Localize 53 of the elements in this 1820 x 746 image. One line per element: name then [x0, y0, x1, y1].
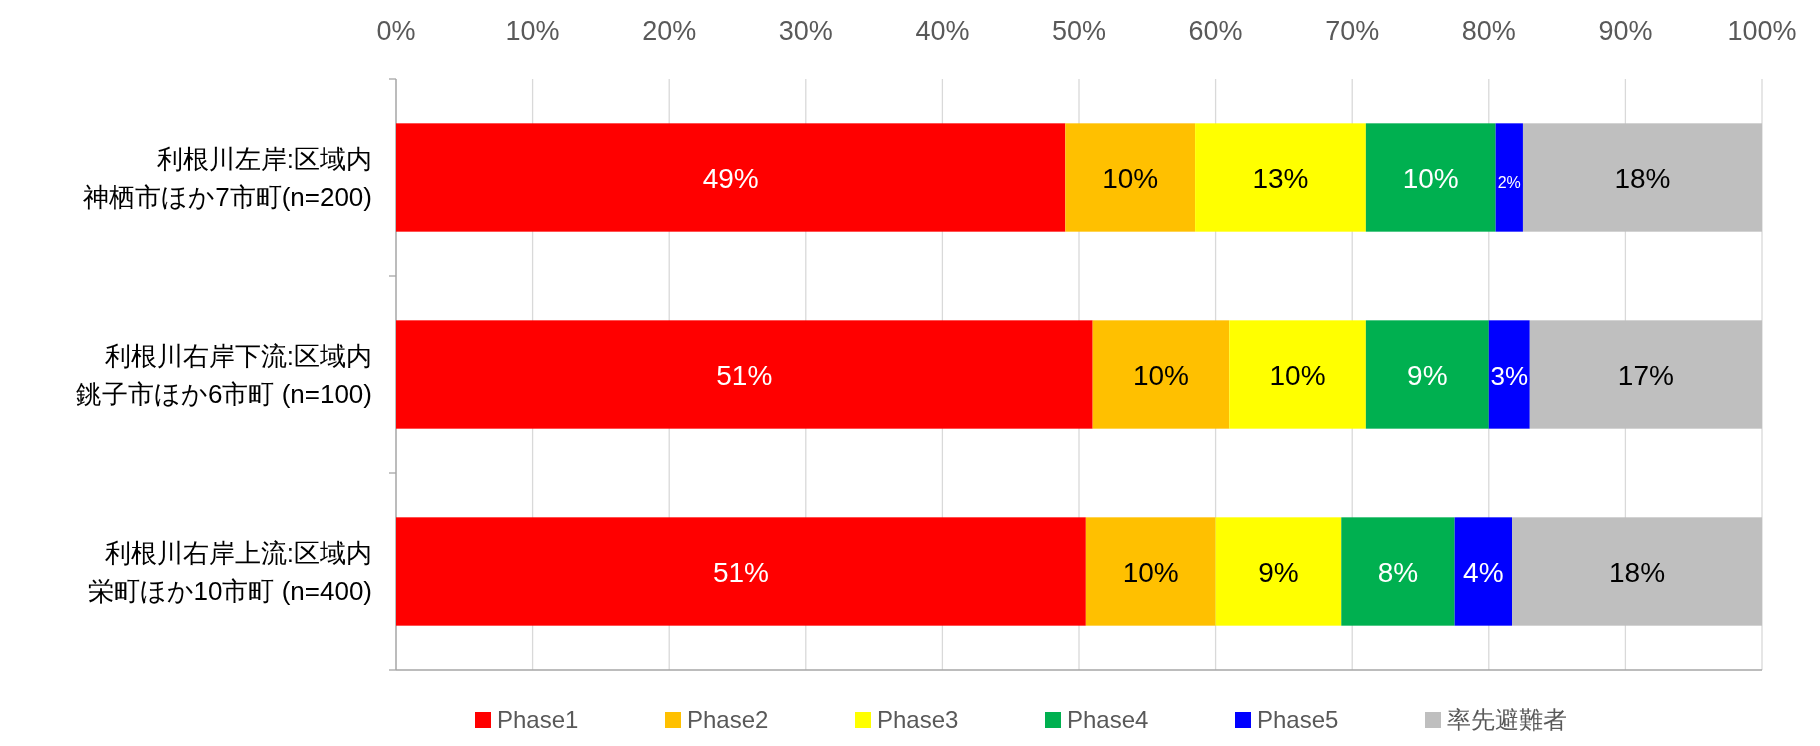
y-tick-label: 利根川左岸:区域内神栖市ほか7市町(n=200) [83, 143, 372, 212]
legend-label: Phase3 [877, 706, 959, 733]
data-label: 10% [1132, 359, 1189, 391]
x-tick-label: 70% [1325, 16, 1380, 46]
x-tick-label: 50% [1051, 16, 1107, 46]
y-tick-label: 利根川右岸上流:区域内栄町ほか10市町 (n=400) [87, 537, 372, 606]
x-tick-label: 40% [915, 16, 970, 46]
x-tick-label: 90% [1598, 16, 1653, 46]
bar [1195, 123, 1366, 232]
data-label: 3% [1490, 360, 1529, 391]
data-label: 18% [1614, 162, 1671, 194]
data-label: 10% [1402, 162, 1459, 194]
legend-label: Phase1 [497, 706, 579, 733]
x-tick-label: 20% [642, 16, 697, 46]
bar [1085, 517, 1216, 626]
data-label: 8% [1377, 556, 1419, 588]
data-label: 9% [1407, 359, 1448, 391]
bar [1512, 517, 1762, 626]
bar [1341, 517, 1455, 626]
data-label: 13% [1252, 162, 1309, 194]
x-tick-label: 10% [505, 16, 560, 46]
data-label: 10% [1102, 162, 1159, 194]
data-label: 17% [1617, 359, 1674, 391]
legend-label: Phase4 [1067, 706, 1149, 733]
legend-label: Phase2 [687, 706, 769, 733]
data-label: 9% [1258, 556, 1299, 588]
bar [1065, 123, 1196, 232]
bar [1092, 320, 1230, 429]
data-label: 51% [712, 556, 769, 588]
bar [1215, 517, 1342, 626]
bar [1529, 320, 1762, 429]
legend-label: 率先避難者 [1447, 706, 1567, 733]
data-label: 2% [1497, 173, 1521, 191]
bar [1522, 123, 1762, 232]
bar [1229, 320, 1366, 429]
bar [396, 517, 1086, 626]
legend-label: Phase5 [1257, 706, 1339, 733]
x-tick-label: 100% [1727, 16, 1797, 46]
x-tick-label: 60% [1188, 16, 1243, 46]
x-tick-label: 80% [1461, 16, 1516, 46]
data-label: 51% [716, 359, 773, 391]
data-label: 10% [1269, 359, 1326, 391]
bar [396, 123, 1066, 232]
x-tick-label: 0% [376, 16, 416, 46]
x-tick-label: 30% [778, 16, 833, 46]
data-label: 49% [702, 162, 759, 194]
data-label: 4% [1463, 556, 1504, 588]
data-label: 18% [1608, 556, 1666, 588]
bar [1365, 123, 1496, 232]
bar [396, 320, 1093, 429]
data-label: 10% [1122, 556, 1179, 588]
y-tick-label: 利根川右岸下流:区域内銚子市ほか6市町 (n=100) [75, 340, 372, 409]
bar [1365, 320, 1489, 429]
